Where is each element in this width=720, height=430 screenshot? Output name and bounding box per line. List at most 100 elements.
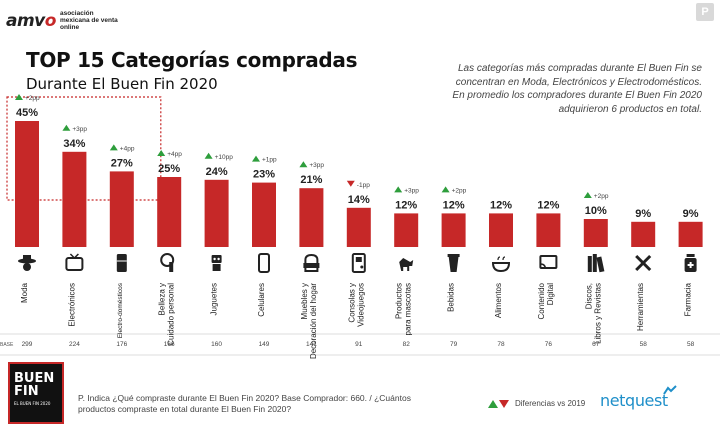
category-label-11: ContenidoDigital — [537, 282, 555, 319]
cup-icon — [447, 254, 460, 272]
value-label-6: 21% — [300, 174, 322, 186]
legend-label: Diferencias vs 2019 — [515, 399, 586, 408]
tv-icon — [65, 253, 84, 271]
bar-9 — [441, 213, 466, 247]
bar-3 — [157, 177, 182, 247]
gamepad-icon — [351, 253, 366, 273]
hairdryer-icon — [160, 253, 175, 272]
bowl-icon — [491, 256, 511, 273]
value-label-2: 27% — [111, 157, 133, 169]
base-count-1: 224 — [69, 341, 80, 348]
category-label-7: Consolas yVideojuegos — [347, 283, 365, 327]
legend: Diferencias vs 2019 — [488, 399, 585, 408]
value-label-5: 23% — [253, 169, 275, 181]
change-up-icon-5 — [252, 155, 260, 162]
phone-icon — [258, 253, 270, 273]
base-count-4: 160 — [211, 341, 222, 348]
buen-fin-logo: BUEN FIN EL BUEN FIN 2020 — [8, 362, 64, 424]
change-label-2: +4pp — [120, 145, 135, 152]
category-label-8: Productospara mascotas — [395, 283, 413, 335]
category-label-10: Alimentos — [494, 283, 503, 318]
base-count-10: 78 — [497, 341, 505, 348]
armchair-icon — [303, 253, 320, 272]
value-label-9: 12% — [443, 199, 465, 211]
bar-11 — [536, 213, 561, 247]
value-label-1: 34% — [63, 138, 85, 150]
bar-13 — [631, 221, 656, 247]
change-up-icon-9 — [441, 186, 450, 193]
bar-0 — [15, 121, 39, 247]
bar-7 — [346, 207, 371, 247]
bar-1 — [62, 151, 87, 247]
fridge-icon — [116, 254, 127, 272]
change-label-8: +3pp — [404, 187, 419, 194]
category-label-0: Moda — [20, 282, 29, 303]
logo-text: asociación mexicana de venta online — [59, 10, 118, 31]
category-label-2: Electro-domésticos — [117, 282, 124, 338]
value-label-0: 45% — [16, 107, 38, 119]
logo-mark: amvo — [6, 10, 56, 31]
robot-icon — [211, 255, 222, 271]
bar-6 — [299, 188, 324, 247]
base-count-5: 149 — [259, 341, 270, 348]
change-label-0: +2pp — [25, 95, 40, 102]
bar-14 — [678, 221, 703, 247]
category-label-6: Muebles yDecoración del hogar — [300, 283, 318, 359]
top-strip — [0, 0, 720, 6]
base-count-12: 67 — [592, 341, 600, 348]
change-label-3: +4pp — [167, 151, 182, 158]
value-label-13: 9% — [635, 208, 651, 220]
change-label-6: +3pp — [309, 162, 324, 169]
bar-12 — [583, 219, 608, 247]
change-up-icon-8 — [394, 186, 403, 193]
base-count-7: 91 — [355, 341, 363, 348]
cast-icon — [539, 255, 558, 270]
value-label-11: 12% — [537, 199, 559, 211]
bar-4 — [204, 179, 229, 247]
change-label-9: +2pp — [452, 187, 467, 194]
base-count-6: 141 — [306, 341, 317, 348]
netquest-brand: netquest — [600, 391, 668, 410]
books-icon — [587, 254, 605, 273]
base-count-0: 299 — [22, 341, 33, 348]
tools-icon — [635, 254, 652, 272]
change-label-7: -1pp — [357, 182, 370, 189]
value-label-12: 10% — [585, 205, 607, 217]
change-up-icon-4 — [204, 152, 213, 159]
change-up-icon-12 — [583, 192, 592, 198]
category-label-1: Electrónicos — [67, 283, 76, 327]
base-count-8: 82 — [403, 341, 411, 348]
base-count-9: 79 — [450, 341, 458, 348]
footnote: P. Indica ¿Qué compraste durante El Buen… — [78, 393, 411, 414]
amvo-logo: amvo asociación mexicana de venta online — [6, 10, 124, 31]
page-title: TOP 15 Categorías compradas — [26, 48, 358, 72]
category-label-9: Bebidas — [447, 283, 456, 312]
change-up-icon-2 — [109, 144, 118, 151]
value-label-14: 9% — [683, 208, 699, 220]
category-label-3: Belleza yCuidado personal — [158, 283, 176, 346]
change-up-icon-6 — [299, 161, 308, 168]
base-count-3: 166 — [164, 341, 175, 348]
bar-10 — [489, 213, 513, 247]
value-label-8: 12% — [395, 199, 417, 211]
change-label-1: +3pp — [72, 126, 87, 133]
medicine-icon — [684, 254, 697, 272]
change-up-icon-3 — [157, 150, 166, 156]
netquest-mark-icon — [663, 385, 677, 395]
value-label-4: 24% — [206, 166, 228, 178]
page-subtitle: Durante El Buen Fin 2020 — [26, 75, 218, 93]
change-label-5: +1pp — [262, 157, 277, 164]
corner-badge[interactable]: P — [696, 3, 714, 21]
dog-icon — [399, 258, 414, 271]
base-count-14: 58 — [687, 341, 695, 348]
category-label-5: Celulares — [257, 283, 266, 317]
legend-down-icon — [499, 399, 509, 408]
value-label-7: 14% — [348, 194, 370, 206]
bar-8 — [394, 213, 419, 247]
base-row-label: BASE — [0, 342, 14, 348]
value-label-10: 12% — [490, 199, 512, 211]
change-label-12: +2pp — [594, 193, 609, 200]
legend-up-icon — [488, 399, 498, 408]
hat-icon — [18, 255, 36, 271]
